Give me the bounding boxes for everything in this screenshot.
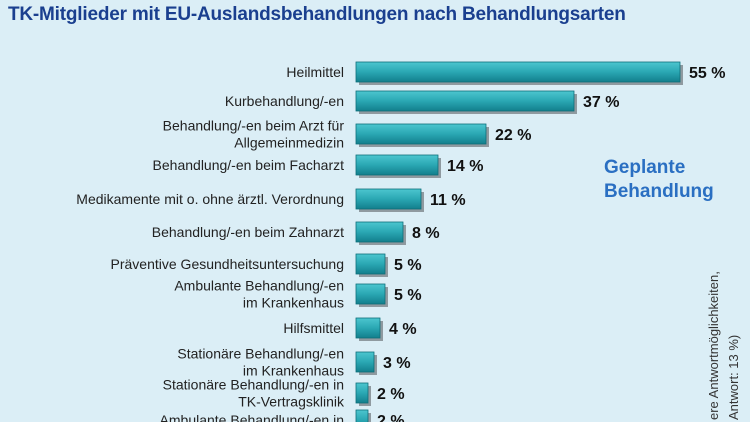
category-label-line: Präventive Gesundheitsuntersuchung: [111, 256, 344, 272]
category-label: Hilfsmittel: [283, 320, 344, 336]
bar: [355, 61, 681, 83]
category-label-line: Stationäre Behandlung/-en: [177, 346, 344, 362]
category-label-line: Heilmittel: [286, 64, 344, 80]
value-label: 22 %: [495, 127, 531, 144]
series-label: Geplante Behandlung: [604, 156, 744, 204]
value-label: 5 %: [394, 287, 422, 304]
category-label-line: im Krankenhaus: [243, 295, 344, 311]
category-label: Ambulante Behandlung/-en im Krankenhaus: [174, 278, 344, 311]
footnote-line-1: ere Antwortmöglichkeiten,: [706, 271, 721, 420]
category-label-line: Behandlung/-en beim Zahnarzt: [152, 224, 344, 240]
bar: [355, 283, 386, 305]
category-label-line: Allgemeinmedizin: [234, 135, 344, 151]
category-label: Stationäre Behandlung/-en in TK-Vertragsk…: [163, 377, 345, 410]
footnote: ere Antwortmöglichkeiten, Antwort: 13 %): [704, 220, 750, 420]
series-label-text: Geplante Behandlung: [604, 157, 714, 202]
bar: [355, 317, 381, 339]
category-label-line: Ambulante Behandlung/-en in: [160, 412, 344, 422]
category-label-line: Medikamente mit o. ohne ärztl. Verordnun…: [76, 191, 344, 207]
bar: [355, 123, 487, 145]
category-label: Kurbehandlung/-en: [225, 93, 344, 109]
category-label: Heilmittel: [286, 64, 344, 80]
category-label-line: TK-Vertragsklinik: [238, 394, 345, 410]
bar: [355, 221, 404, 243]
bar: [355, 90, 575, 112]
category-label: Ambulante Behandlung/-en in: [160, 412, 344, 422]
category-label-line: im Krankenhaus: [243, 363, 344, 379]
value-label: 3 %: [383, 355, 411, 372]
bar: [355, 188, 422, 210]
value-label: 2 %: [377, 386, 405, 403]
category-label: Präventive Gesundheitsuntersuchung: [111, 256, 344, 272]
category-label: Behandlung/-en beim Facharzt: [153, 157, 345, 173]
chart-title: TK-Mitglieder mit EU-Auslandsbehandlunge…: [8, 4, 626, 25]
bar: [355, 253, 386, 275]
bar: [355, 409, 369, 422]
category-label: Behandlung/-en beim Zahnarzt: [152, 224, 344, 240]
footnote-line-2: Antwort: 13 %): [726, 334, 741, 420]
value-label: 5 %: [394, 257, 422, 274]
bar: [355, 351, 375, 373]
category-label: Behandlung/-en beim Arzt für Allgemeinmed…: [163, 118, 345, 151]
value-label: 4 %: [389, 321, 417, 338]
category-label-line: Behandlung/-en beim Arzt für: [163, 118, 345, 134]
bar: [355, 382, 369, 404]
value-label: 55 %: [689, 65, 725, 82]
category-label-line: Kurbehandlung/-en: [225, 93, 344, 109]
category-label: Medikamente mit o. ohne ärztl. Verordnun…: [76, 191, 344, 207]
category-label-line: Behandlung/-en beim Facharzt: [153, 157, 345, 173]
category-label: Stationäre Behandlung/-en im Krankenhaus: [177, 346, 344, 379]
value-label: 37 %: [583, 94, 619, 111]
value-label: 11 %: [430, 192, 466, 209]
value-label: 8 %: [412, 225, 440, 242]
category-label-line: Hilfsmittel: [283, 320, 344, 336]
bar: [355, 154, 439, 176]
value-label: 14 %: [447, 158, 483, 175]
category-label-line: Ambulante Behandlung/-en: [174, 278, 344, 294]
value-label: 2 %: [377, 413, 405, 422]
category-label-line: Stationäre Behandlung/-en in: [163, 377, 344, 393]
